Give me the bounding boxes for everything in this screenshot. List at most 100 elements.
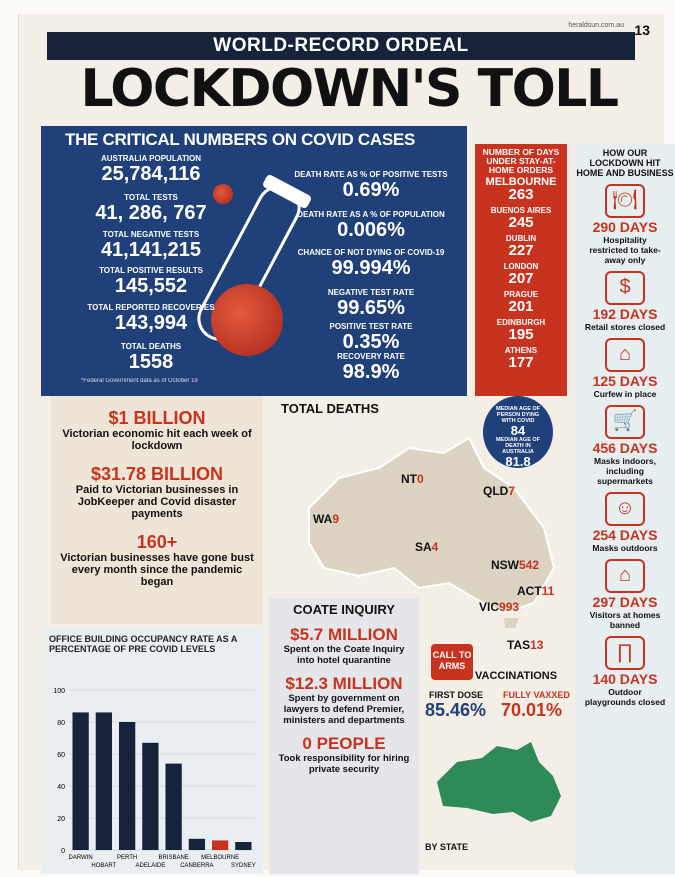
city-name: PRAGUE — [503, 290, 539, 299]
critical-numbers-panel: THE CRITICAL NUMBERS ON COVID CASES AUST… — [41, 126, 467, 396]
city-name: DUBLIN — [505, 234, 537, 243]
x-tick-label: BRISBANE — [158, 855, 188, 861]
left-stat: TOTAL TESTS 41, 286, 767 — [81, 193, 221, 224]
vaccinations-title: VACCINATIONS — [475, 670, 558, 682]
economy-figure: $31.78 BILLION — [90, 464, 224, 484]
stat-value: 0.69% — [342, 179, 400, 201]
first-dose-label: FIRST DOSE — [429, 690, 484, 700]
impact-note: Outdoor playgrounds closed — [584, 687, 666, 707]
city-name: LONDON — [503, 262, 539, 271]
state-wa: WA9 — [313, 512, 339, 526]
stat-value: 143,994 — [114, 312, 188, 334]
stat-label: TOTAL REPORTED RECOVERIES — [87, 303, 215, 312]
impact-note: Curfew in place — [593, 389, 657, 399]
stat-value: 145,552 — [114, 275, 188, 297]
economy-figure: $1 BILLION — [108, 408, 206, 428]
city-name: EDINBURGH — [496, 318, 546, 327]
y-tick-label: 60 — [57, 752, 65, 759]
x-tick-label: SYDNEY — [231, 863, 256, 869]
bar — [211, 840, 229, 850]
plate-icon: 🍽 — [605, 184, 645, 218]
city-list: MELBOURNE 263 BUENOS AIRES 245 DUBLIN 227 LOND… — [475, 177, 567, 371]
australia-map — [308, 436, 556, 628]
state-tas: TAS13 — [507, 638, 543, 652]
shopping-cart-icon: 🛒 — [605, 405, 645, 439]
critical-title: THE CRITICAL NUMBERS ON COVID CASES — [65, 130, 415, 149]
x-tick-label: CANBERRA — [180, 863, 213, 869]
x-tick-label: DARWIN — [69, 855, 93, 861]
state-qld: QLD7 — [483, 484, 515, 498]
state-name: WA — [313, 512, 333, 526]
median-label-1: MEDIAN AGE OF PERSON DYING WITH COVID — [495, 406, 541, 424]
impact-list: 🍽 290 DAYS Hospitality restricted to take-… — [575, 184, 675, 707]
coate-list: $5.7 MILLION Spent on the Coate Inquiry i… — [269, 625, 419, 775]
bar — [142, 742, 159, 850]
stat-label: TOTAL DEATHS — [120, 342, 182, 351]
economy-list: $1 BILLION Victorian economic hit each we… — [51, 408, 263, 588]
fully-vaxxed-label: FULLY VAXXED — [503, 690, 570, 700]
right-stat: CHANCE OF NOT DYING OF COVID-19 99.994% — [281, 248, 461, 279]
right-stat: POSITIVE TEST RATE 0.35% — [281, 322, 461, 353]
state-value: 9 — [332, 512, 340, 526]
impact-note: Retail stores closed — [584, 322, 666, 332]
left-stat: AUSTRALIA POPULATION 25,784,116 — [81, 154, 221, 185]
x-tick-label: HOBART — [91, 863, 116, 869]
stat-label: TOTAL NEGATIVE TESTS — [102, 230, 200, 239]
impact-days: 192 DAYS — [592, 306, 658, 322]
bar — [165, 763, 182, 850]
impact-days: 140 DAYS — [592, 671, 658, 687]
stat-label: CHANCE OF NOT DYING OF COVID-19 — [297, 248, 445, 257]
bar — [188, 838, 206, 850]
stay-at-home-days-panel: NUMBER OF DAYS UNDER STAY-AT-HOME ORDERS… — [475, 144, 567, 396]
y-tick-label: 40 — [57, 784, 65, 791]
days-title: NUMBER OF DAYS UNDER STAY-AT-HOME ORDERS — [482, 147, 560, 175]
call-to-arms-badge: CALL TO ARMS — [431, 644, 473, 680]
face-mask-icon: ☺ — [605, 492, 645, 526]
city-days: 263 — [508, 186, 534, 203]
city-name: BUENOS AIRES — [490, 206, 552, 215]
stat-value: 0.35% — [342, 331, 400, 353]
right-stat: RECOVERY RATE 98.9% — [281, 352, 461, 383]
page-number: 13 — [634, 22, 650, 38]
impact-days: 254 DAYS — [592, 527, 658, 543]
money-bag-icon: $ — [605, 271, 645, 305]
bar — [235, 842, 252, 850]
coate-title: COATE INQUIRY — [293, 602, 395, 617]
city-days: 201 — [508, 298, 534, 315]
impact-note: Hospitality restricted to take-away only — [589, 235, 661, 265]
state-value: 542 — [519, 558, 540, 572]
state-value: 11 — [541, 584, 555, 598]
x-tick-label: MELBOURNE — [201, 855, 239, 861]
left-stat: TOTAL DEATHS 1558 — [81, 342, 221, 373]
coate-text: Took responsibility for hiring private s… — [278, 753, 410, 775]
state-nsw: NSW542 — [491, 558, 539, 572]
y-tick-label: 80 — [57, 720, 65, 727]
coate-figure: $5.7 MILLION — [290, 625, 398, 644]
median-value-2: 81.8 — [505, 454, 531, 469]
state-name: QLD — [483, 484, 509, 498]
stat-value: 98.9% — [342, 361, 400, 383]
site-url: heraldsun.com.au — [568, 22, 624, 29]
virus-icon — [211, 284, 283, 356]
state-value: 7 — [508, 484, 516, 498]
economy-figure: 160+ — [136, 532, 178, 552]
state-sa: SA4 — [415, 540, 438, 554]
x-tick-label: PERTH — [117, 855, 137, 861]
impact-title: HOW OUR LOCKDOWN HIT HOME AND BUSINESS — [576, 148, 674, 178]
vaccinations-panel: CALL TO ARMS VACCINATIONS FIRST DOSE FUL… — [423, 636, 571, 874]
stat-value: 99.994% — [331, 257, 411, 279]
stat-value: 41, 286, 767 — [95, 202, 207, 224]
state-name: SA — [415, 540, 432, 554]
fully-vaxxed-value: 70.01% — [501, 700, 563, 720]
stat-label: RECOVERY RATE — [337, 352, 405, 361]
y-tick-label: 0 — [61, 848, 65, 855]
right-stat: DEATH RATE AS % OF POSITIVE TESTS 0.69% — [281, 170, 461, 201]
stat-label: NEGATIVE TEST RATE — [327, 288, 415, 297]
economy-text: Paid to Victorian businesses in JobKeepe… — [75, 484, 239, 520]
stat-value: 99.65% — [337, 297, 405, 319]
impact-note: Masks indoors, including supermarkets — [594, 456, 656, 486]
coate-figure: $12.3 MILLION — [285, 674, 403, 693]
state-value: 0 — [417, 472, 424, 486]
stat-label: DEATH RATE AS % OF POSITIVE TESTS — [294, 170, 448, 179]
chart-title: OFFICE BUILDING OCCUPANCY RATE AS A PERC… — [49, 634, 238, 654]
